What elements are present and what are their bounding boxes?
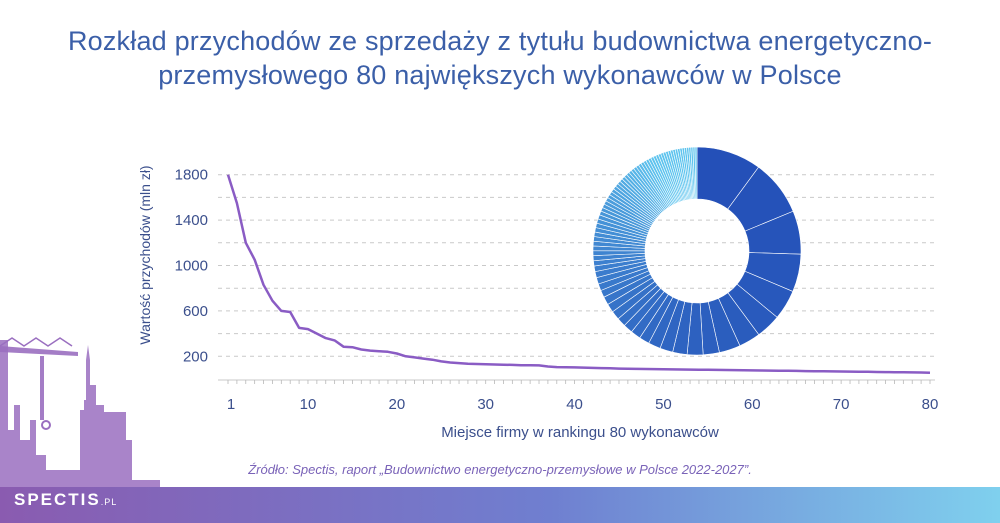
x-tick-label: 1 bbox=[227, 396, 235, 413]
grid-lines bbox=[218, 174, 935, 381]
y-axis-label: Wartość przychodów (mln zł) bbox=[137, 165, 153, 344]
x-tick-label: 60 bbox=[744, 396, 761, 413]
revenue-series bbox=[226, 174, 931, 375]
chart-title-line1: Rozkład przychodów ze sprzedaży z tytułu… bbox=[67, 26, 933, 56]
x-tick-label: 50 bbox=[655, 396, 672, 413]
brand-logo: SPECTIS.PL bbox=[14, 490, 117, 510]
x-axis-label: Miejsce firmy w rankingu 80 wykonawców bbox=[441, 424, 719, 441]
x-tick-marks bbox=[227, 380, 931, 384]
revenue-share-donut bbox=[592, 146, 802, 356]
y-tick-label: 1400 bbox=[175, 212, 208, 229]
x-tick-labels: 1 10 20 30 40 50 60 70 80 bbox=[227, 396, 939, 413]
x-tick-label: 20 bbox=[388, 396, 405, 413]
y-tick-label: 1800 bbox=[175, 167, 208, 184]
x-tick-label: 40 bbox=[566, 396, 583, 413]
brand-name: SPECTIS bbox=[14, 490, 101, 509]
y-tick-label: 200 bbox=[183, 348, 208, 365]
y-tick-label: 600 bbox=[183, 303, 208, 320]
x-tick-label: 70 bbox=[833, 396, 850, 413]
x-tick-label: 30 bbox=[477, 396, 494, 413]
y-tick-labels: 200 600 1000 1400 1800 bbox=[175, 167, 208, 366]
footer-band bbox=[0, 487, 1000, 523]
source-note: Źródło: Spectis, raport „Budownictwo ene… bbox=[248, 462, 752, 477]
donut-slice bbox=[694, 146, 698, 200]
series-line bbox=[226, 174, 931, 375]
chart-title: Rozkład przychodów ze sprzedaży z tytułu… bbox=[0, 24, 1000, 92]
x-tick-label: 80 bbox=[922, 396, 939, 413]
chart-title-line2: przemysłowego 80 największych wykonawców… bbox=[158, 60, 842, 90]
brand-suffix: .PL bbox=[100, 497, 118, 507]
city-crane-illustration bbox=[0, 337, 160, 523]
y-tick-label: 1000 bbox=[175, 258, 208, 275]
x-tick-label: 10 bbox=[300, 396, 317, 413]
